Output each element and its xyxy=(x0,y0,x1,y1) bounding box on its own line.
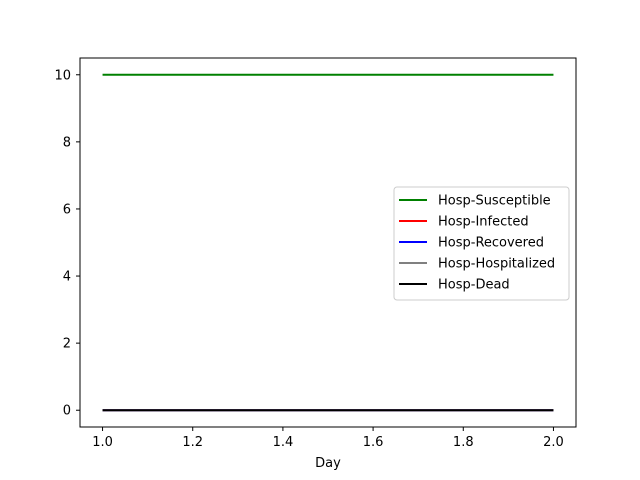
y-tick-label: 4 xyxy=(63,270,71,285)
legend-label-hosp-recovered: Hosp-Recovered xyxy=(438,236,544,251)
x-tick-label: 1.8 xyxy=(453,435,474,450)
legend-label-hosp-hospitalized: Hosp-Hospitalized xyxy=(438,257,555,272)
x-axis-title: Day xyxy=(315,456,341,471)
legend-label-hosp-infected: Hosp-Infected xyxy=(438,215,529,230)
y-tick-label: 6 xyxy=(63,202,71,217)
x-axis: 1.0 1.2 1.4 1.6 1.8 2.0 xyxy=(92,427,564,450)
series-layer xyxy=(102,73,554,412)
y-tick-label: 0 xyxy=(63,404,71,419)
legend-label-hosp-susceptible: Hosp-Susceptible xyxy=(438,194,551,209)
plot-frame xyxy=(79,57,577,428)
y-axis: 0 2 4 6 8 10 xyxy=(54,68,80,419)
x-tick-label: 1.0 xyxy=(92,435,113,450)
legend-box xyxy=(393,186,570,301)
y-tick-label: 2 xyxy=(63,337,71,352)
legend: Hosp-Susceptible Hosp-Infected Hosp-Recove… xyxy=(393,186,570,301)
x-tick-label: 1.4 xyxy=(273,435,294,450)
x-tick-label: 1.6 xyxy=(363,435,384,450)
y-tick-label: 10 xyxy=(54,68,71,83)
legend-label-hosp-dead: Hosp-Dead xyxy=(438,278,510,293)
y-tick-label: 8 xyxy=(63,135,71,150)
x-tick-label: 2.0 xyxy=(543,435,564,450)
x-tick-label: 1.2 xyxy=(182,435,203,450)
